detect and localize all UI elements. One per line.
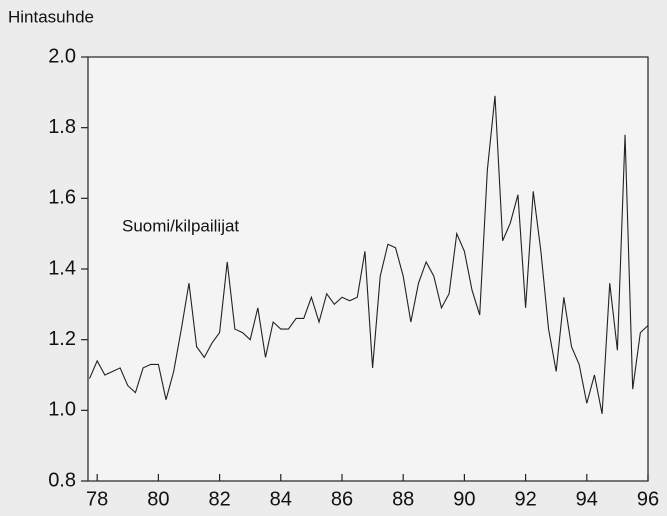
x-tick-label: 94 [576,488,598,510]
annotation: Suomi/kilpailijat [122,216,239,235]
y-tick-label: 1.8 [48,116,76,138]
line [89,95,649,414]
x-tick-label: 78 [86,488,108,510]
x-tick-label: 88 [392,488,414,510]
y-tick-label: 1.4 [48,257,76,279]
x-tick-label: 82 [208,488,230,510]
y-tick-label: 1.2 [48,328,76,350]
x-tick-label: 80 [147,488,169,510]
y-tick-label: 1.0 [48,399,76,421]
y-axis-title: Hintasuhde [8,7,94,26]
x-tick-label: 90 [453,488,475,510]
y-tick-label: 1.6 [48,187,76,209]
x-tick-label: 86 [331,488,353,510]
y-tick-label: 2.0 [48,45,76,67]
x-tick-label: 84 [270,488,292,510]
x-tick-label: 96 [637,488,659,510]
y-tick-label: 0.8 [48,469,76,491]
plot-area [87,56,649,482]
x-tick-label: 92 [514,488,536,510]
